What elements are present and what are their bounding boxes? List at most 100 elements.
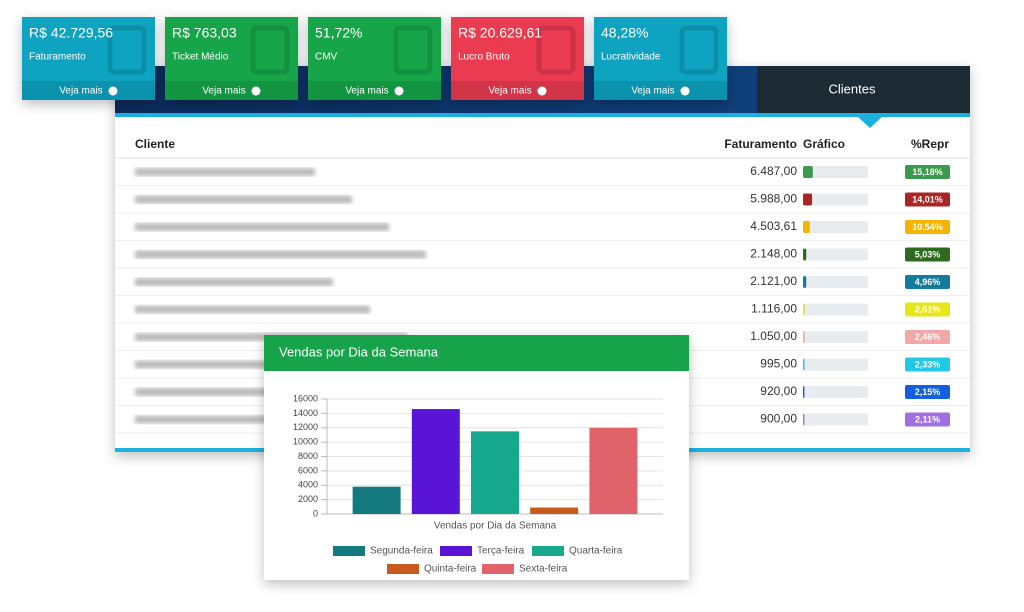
- card-value: R$ 42.729,56: [29, 25, 113, 41]
- bar-fill: [803, 193, 813, 206]
- y-tick-label: 8000: [298, 451, 318, 461]
- card-value: R$ 763,03: [172, 25, 237, 41]
- client-name-blurred: [135, 415, 388, 424]
- y-tick-label: 6000: [298, 465, 318, 475]
- card-link[interactable]: Veja mais: [345, 86, 388, 97]
- card-footer: [165, 81, 298, 100]
- card-label: Faturamento: [29, 52, 86, 63]
- y-tick-label: 10000: [293, 437, 318, 447]
- bar-track: [803, 248, 868, 261]
- tab-pointer: [858, 117, 882, 128]
- header-border: [115, 113, 970, 117]
- card-link-icon[interactable]: [537, 86, 547, 96]
- card-link-icon[interactable]: [108, 86, 118, 96]
- repr-label: 2,46%: [915, 332, 941, 342]
- legend-swatch: [387, 564, 419, 574]
- card: [594, 17, 727, 100]
- repr-badge: [905, 192, 950, 207]
- bar-track: [803, 166, 868, 178]
- faturamento: 1.050,00: [750, 329, 797, 343]
- legend-label: Segunda-feira: [370, 546, 433, 557]
- repr-label: 14,01%: [912, 194, 943, 204]
- repr-badge: [905, 357, 950, 372]
- clients-tab[interactable]: [757, 66, 970, 114]
- card-icon: [250, 25, 290, 75]
- repr-badge: [905, 165, 950, 179]
- column-header: Gráfico: [803, 137, 845, 151]
- card-icon: [393, 25, 433, 75]
- repr-badge: [905, 275, 950, 289]
- card-footer: [22, 81, 155, 100]
- legend-swatch: [482, 564, 514, 574]
- faturamento: 5.988,00: [750, 192, 797, 206]
- repr-label: 2,33%: [915, 359, 941, 369]
- bar-track: [803, 276, 868, 288]
- client-name-blurred: [135, 168, 315, 176]
- repr-badge: [905, 220, 950, 234]
- card-footer: [594, 81, 727, 100]
- legend-label: Quarta-feira: [569, 546, 623, 557]
- card-icon: [679, 25, 719, 75]
- faturamento: 2.148,00: [750, 247, 797, 261]
- tab-label[interactable]: Clientes: [829, 81, 876, 96]
- faturamento: 4.503,61: [750, 219, 797, 233]
- column-header: Cliente: [135, 137, 175, 151]
- card-icon: [107, 25, 147, 75]
- legend-label: Quinta-feira: [424, 564, 477, 575]
- card-link-icon[interactable]: [394, 86, 404, 96]
- card-footer: [308, 81, 441, 100]
- repr-label: 2,15%: [915, 387, 941, 397]
- card-link[interactable]: Veja mais: [202, 86, 245, 97]
- card-link[interactable]: Veja mais: [488, 86, 531, 97]
- repr-label: 2,61%: [915, 304, 941, 314]
- card-value: 51,72%: [315, 25, 362, 41]
- client-name-blurred: [135, 223, 389, 231]
- bar-track: [803, 331, 868, 343]
- x-axis-label: Vendas por Dia da Semana: [434, 521, 557, 532]
- card-icon: [536, 25, 576, 75]
- faturamento: 920,00: [760, 384, 797, 398]
- card-link[interactable]: Veja mais: [631, 86, 674, 97]
- chart-header: [264, 335, 689, 371]
- card-label: Lucratividade: [601, 52, 661, 63]
- card: [308, 17, 441, 100]
- repr-label: 10,54%: [912, 222, 943, 232]
- y-tick-label: 14000: [293, 408, 318, 418]
- repr-badge: [905, 302, 950, 317]
- faturamento: 900,00: [760, 412, 797, 426]
- column-header: Faturamento: [724, 137, 797, 151]
- bar-track: [803, 193, 868, 206]
- repr-badge: [905, 330, 950, 344]
- card: [451, 17, 584, 100]
- y-tick-label: 4000: [298, 480, 318, 490]
- faturamento: 2.121,00: [750, 274, 797, 288]
- card-link[interactable]: Veja mais: [59, 86, 102, 97]
- client-name-blurred: [135, 278, 333, 286]
- card: [165, 17, 298, 100]
- faturamento: 995,00: [760, 357, 797, 371]
- client-name-blurred: [135, 250, 426, 259]
- card-label: Ticket Médio: [172, 52, 229, 63]
- y-tick-label: 16000: [293, 393, 318, 403]
- card-label: Lucro Bruto: [458, 52, 510, 63]
- bar-fill: [803, 276, 807, 288]
- repr-label: 5,03%: [915, 249, 941, 259]
- bar: [411, 409, 460, 514]
- bar-track: [803, 413, 868, 426]
- legend-label: Sexta-feira: [519, 564, 568, 575]
- bar-fill: [803, 303, 805, 316]
- repr-label: 4,96%: [915, 277, 941, 287]
- repr-label: 2,11%: [915, 414, 940, 424]
- card-label: CMV: [315, 52, 338, 63]
- bar-fill: [803, 386, 805, 398]
- card-value: 48,28%: [601, 25, 648, 41]
- column-header: %Repr: [911, 137, 949, 151]
- repr-label: 15,18%: [912, 167, 943, 177]
- bar-track: [803, 221, 868, 233]
- bar: [589, 427, 638, 514]
- card-link-icon[interactable]: [251, 86, 261, 96]
- y-tick-label: 0: [313, 508, 318, 518]
- card-link-icon[interactable]: [680, 86, 690, 96]
- bar-fill: [803, 413, 805, 426]
